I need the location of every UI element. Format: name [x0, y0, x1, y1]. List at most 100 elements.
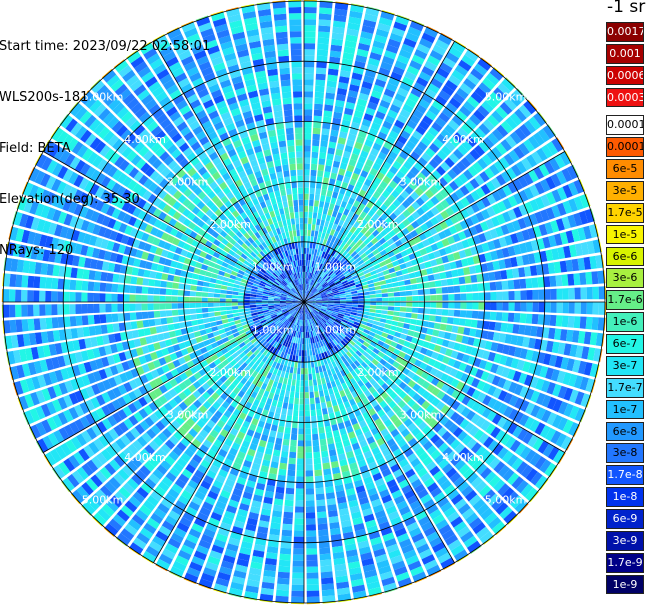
ray-gate: [357, 459, 367, 468]
ray-gate: [250, 307, 257, 311]
ray-gate: [457, 268, 465, 277]
ray-gate: [327, 295, 334, 298]
ray-gate: [563, 343, 572, 356]
ray-gate: [356, 48, 369, 58]
ray-gate: [361, 557, 375, 567]
ray-gate: [232, 313, 240, 317]
ray-gate: [368, 386, 376, 394]
ray-gate: [376, 217, 385, 225]
ray-gate: [317, 231, 322, 238]
ray-gate: [365, 276, 373, 281]
ray-gate: [454, 443, 466, 454]
ray-gate: [505, 436, 516, 449]
ray-gate: [350, 417, 358, 426]
ray-gate: [411, 402, 421, 412]
ray-gate: [424, 27, 439, 38]
ray-gate: [275, 595, 289, 603]
ray-gate: [559, 151, 571, 166]
ray-gate: [353, 221, 360, 229]
ray-gate: [340, 321, 347, 326]
ray-gate: [481, 407, 492, 419]
ray-gate: [255, 304, 263, 307]
ray-gate: [458, 318, 466, 326]
ray-gate: [501, 247, 510, 258]
ray-gate: [446, 386, 456, 396]
ray-gate: [318, 286, 324, 292]
ray-gate: [347, 210, 355, 219]
ray-gate: [300, 374, 304, 381]
ray-gate: [539, 250, 548, 263]
ray-gate: [315, 261, 319, 269]
ray-gate: [568, 302, 575, 314]
ray-gate: [327, 319, 334, 325]
ray-gate: [221, 281, 229, 286]
ray-gate: [318, 243, 323, 251]
ray-gate: [332, 191, 339, 199]
ray-gate: [348, 348, 356, 356]
ray-gate: [434, 438, 445, 449]
ray-gate: [361, 265, 369, 272]
ray-gate: [567, 273, 575, 286]
ray-gate: [559, 231, 569, 245]
ray-gate: [431, 121, 443, 133]
ray-gate: [502, 419, 513, 432]
ray-gate: [343, 236, 350, 244]
ray-gate: [386, 135, 396, 145]
ray-gate: [364, 272, 372, 278]
ray-gate: [538, 289, 545, 300]
ray-gate: [286, 481, 295, 489]
ray-gate: [443, 332, 452, 340]
ray-gate: [380, 428, 390, 437]
ray-gate: [312, 273, 316, 280]
ray-gate: [499, 355, 508, 366]
ray-gate: [328, 270, 334, 277]
ray-gate: [444, 184, 454, 195]
ray-gate: [411, 313, 418, 319]
ray-gate: [411, 478, 422, 489]
ray-gate: [214, 316, 222, 321]
ray-gate: [342, 221, 349, 229]
ray-gate: [588, 224, 598, 238]
ray-gate: [227, 282, 234, 287]
ray-gate: [514, 290, 521, 300]
ray-gate: [345, 308, 352, 312]
ray-gate: [442, 294, 449, 301]
ray-gate: [106, 323, 114, 334]
ray-gate: [27, 318, 35, 331]
ray-gate: [304, 85, 314, 92]
ray-gate: [307, 223, 312, 231]
ray-gate: [309, 325, 312, 332]
ray-gate: [390, 71, 403, 82]
ray-gate: [412, 383, 421, 392]
ray-gate: [513, 347, 522, 358]
ray-gate: [396, 54, 410, 65]
ray-gate: [483, 436, 494, 448]
ray-gate: [525, 468, 538, 482]
ray-gate: [477, 311, 485, 320]
ray-gate: [470, 476, 483, 489]
ray-layer: [1, 0, 606, 605]
ray-gate: [397, 204, 406, 213]
ray-gate: [310, 169, 317, 177]
ray-gate: [368, 362, 376, 370]
ray-gate: [306, 319, 308, 326]
ray-gate: [321, 306, 328, 310]
ray-gate: [264, 447, 273, 456]
ray-gate: [306, 524, 316, 531]
ray-gate: [313, 291, 320, 296]
ray-gate: [312, 288, 317, 294]
ray-gate: [474, 174, 485, 186]
ray-gate: [330, 256, 336, 263]
ray-gate: [399, 165, 409, 175]
ray-gate: [297, 337, 301, 344]
ray-gate: [568, 287, 575, 300]
ray-gate: [305, 284, 308, 291]
ray-gate: [411, 201, 421, 210]
ray-gate: [362, 164, 372, 173]
ray-gate: [359, 392, 367, 401]
ray-gate: [310, 318, 314, 325]
ray-gate: [322, 383, 328, 391]
ray-gate: [555, 218, 565, 231]
ray-gate: [390, 516, 402, 526]
ray-gate: [501, 280, 509, 290]
